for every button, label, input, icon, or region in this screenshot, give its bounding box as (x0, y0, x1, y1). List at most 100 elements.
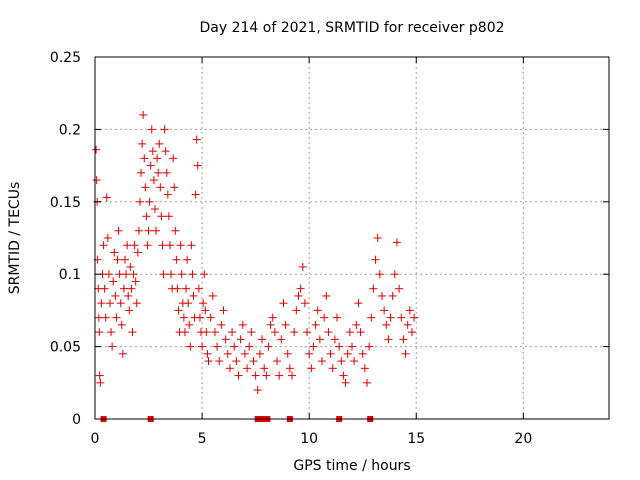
data-point (97, 299, 106, 308)
data-point (208, 291, 217, 300)
data-point (95, 328, 104, 337)
data-point (380, 306, 389, 315)
data-point (234, 371, 243, 380)
data-point (159, 270, 168, 279)
data-point (187, 241, 196, 250)
data-point (354, 299, 363, 308)
data-point (251, 371, 260, 380)
data-point (148, 147, 157, 156)
data-point (313, 306, 322, 315)
data-point (139, 110, 148, 119)
data-point (137, 168, 146, 177)
data-point (129, 270, 138, 279)
data-point (135, 197, 144, 206)
data-point (300, 299, 309, 308)
data-point (107, 328, 116, 337)
data-point (377, 291, 386, 300)
data-point (145, 197, 154, 206)
y-axis-label: SRMTID / TECUs (7, 182, 23, 295)
data-point (171, 226, 180, 235)
data-point (407, 328, 416, 337)
data-point (163, 190, 172, 199)
data-point (213, 342, 222, 351)
data-point (120, 255, 129, 264)
data-point (238, 320, 247, 329)
data-point (118, 349, 127, 358)
data-point (117, 320, 126, 329)
data-point (253, 386, 262, 395)
data-point (277, 335, 286, 344)
data-point (185, 320, 194, 329)
data-point (141, 183, 150, 192)
data-point (191, 190, 200, 199)
data-point (116, 299, 125, 308)
data-point (167, 270, 176, 279)
data-point (320, 313, 329, 322)
ticks-layer: 0 0.05 0.1 0.15 0.2 0.25 0 5 10 15 20 (50, 50, 609, 447)
data-point (105, 299, 114, 308)
data-point (367, 313, 376, 322)
data-point (350, 357, 359, 366)
data-point (143, 241, 152, 250)
data-point (140, 154, 149, 163)
data-point (341, 378, 350, 387)
data-point (142, 212, 151, 221)
data-point (133, 248, 142, 257)
data-point (114, 226, 123, 235)
data-point (195, 313, 204, 322)
data-point (104, 270, 113, 279)
data-point (158, 241, 167, 250)
data-point (92, 145, 101, 154)
data-point (290, 328, 299, 337)
data-point (101, 313, 110, 322)
data-point (401, 349, 410, 358)
data-point (111, 291, 120, 300)
data-point (147, 125, 156, 134)
data-point (375, 270, 384, 279)
data-point (330, 335, 339, 344)
data-point (390, 270, 399, 279)
data-point (219, 306, 228, 315)
data-point (152, 226, 161, 235)
data-point (356, 328, 365, 337)
data-point (186, 342, 195, 351)
data-point (144, 226, 153, 235)
data-point (258, 335, 267, 344)
data-point (236, 335, 245, 344)
data-point (96, 378, 105, 387)
data-point (165, 241, 174, 250)
data-point (262, 371, 271, 380)
data-point (324, 328, 333, 337)
data-point (102, 193, 111, 202)
data-point (318, 357, 327, 366)
data-point (292, 306, 301, 315)
data-point (382, 320, 391, 329)
data-point (339, 371, 348, 380)
data-point (131, 277, 140, 286)
data-point (305, 349, 314, 358)
grid-layer (95, 57, 609, 419)
y-tick-label: 0.1 (59, 267, 81, 283)
data-point (384, 335, 393, 344)
data-point (243, 364, 252, 373)
data-point (198, 342, 207, 351)
data-point (294, 291, 303, 300)
y-tick-label: 0.25 (50, 50, 81, 66)
data-point (123, 241, 132, 250)
points-layer (92, 110, 419, 422)
x-tick-label: 0 (91, 431, 100, 447)
y-tick-label: 0.2 (59, 122, 81, 138)
data-point (164, 212, 173, 221)
data-point (352, 320, 361, 329)
data-point (296, 284, 305, 293)
data-point (247, 328, 256, 337)
data-point (183, 255, 192, 264)
data-point (146, 161, 155, 170)
data-point (221, 335, 230, 344)
data-point (386, 313, 395, 322)
chart-title: Day 214 of 2021, SRMTID for receiver p80… (199, 20, 504, 36)
x-tick-label: 10 (300, 431, 318, 447)
data-point (109, 277, 118, 286)
data-point (203, 349, 212, 358)
data-point (399, 335, 408, 344)
